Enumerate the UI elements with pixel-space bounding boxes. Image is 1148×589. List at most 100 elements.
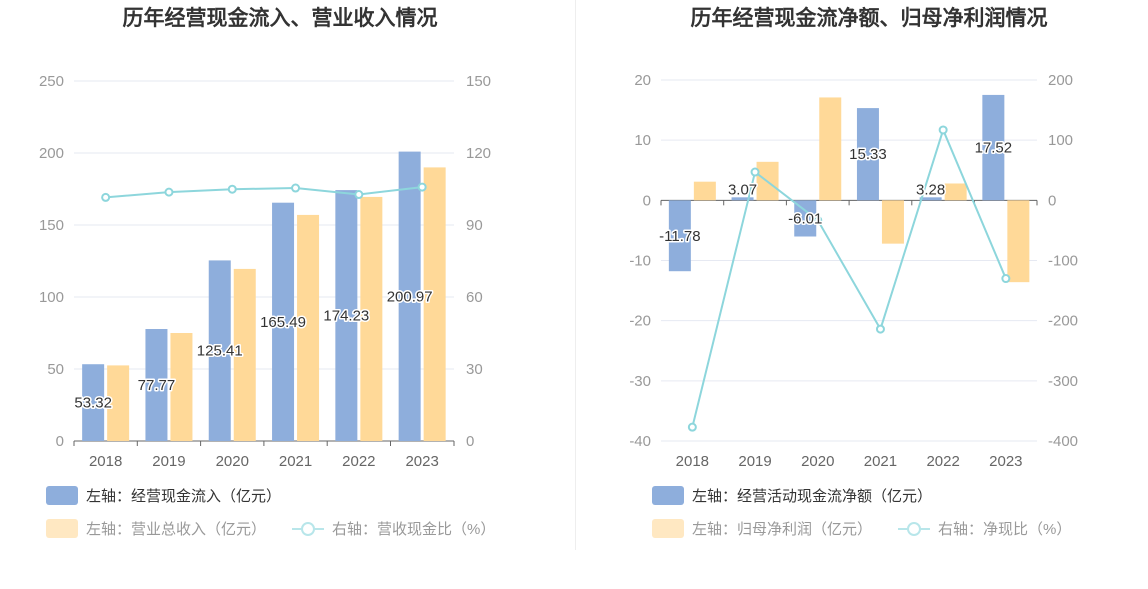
bar-series-2 <box>107 167 446 441</box>
y-left-tick-label: 100 <box>39 289 64 306</box>
y-left-tick-label: 10 <box>634 132 651 149</box>
line-point <box>813 215 823 225</box>
chart-title: 历年经营现金流入、营业收入情况 <box>123 6 438 30</box>
y-right-tick-label: 120 <box>466 145 491 162</box>
data-label: 3.28 <box>916 181 945 198</box>
y-right-tick-label: 30 <box>466 361 483 378</box>
bar <box>731 197 754 201</box>
y-right-tick-label: -300 <box>1048 373 1078 390</box>
legend-label[interactable]: 右轴：净现比（%） <box>938 521 1071 538</box>
x-tick-label: 2020 <box>216 453 249 470</box>
y-right-tick-label: -100 <box>1048 253 1078 270</box>
bar-series-1 <box>82 151 421 441</box>
chart-cash-inflow-revenue: 历年经营现金流入、营业收入情况 0 50 100 150 200 250 0 30 60 90 120… <box>39 6 495 538</box>
chart-svg: 历年经营现金流入、营业收入情况 0 50 100 150 200 250 0 30 60 90 120… <box>39 6 495 538</box>
y-left-tick-label: 200 <box>39 145 64 162</box>
bar <box>919 197 942 201</box>
bar <box>881 200 904 244</box>
bar <box>794 200 817 237</box>
x-tick-label: 2018 <box>676 453 709 470</box>
legend-line-marker[interactable] <box>907 522 921 536</box>
line-point <box>227 184 237 194</box>
y-left-tick-label: 50 <box>47 361 64 378</box>
bar <box>233 268 256 441</box>
data-label: 77.77 <box>138 377 176 394</box>
chart-svg: 历年经营现金流净额、归母净利润情况-40-30-20-1001020-400-3… <box>629 6 1078 538</box>
data-label: 3.07 <box>728 181 757 198</box>
bar <box>819 97 842 201</box>
line-point <box>687 422 697 432</box>
chart-title: 历年经营现金流净额、归母净利润情况 <box>691 6 1048 30</box>
y-left-tick-label: -30 <box>629 373 651 390</box>
y-left-tick-label: 0 <box>56 433 64 450</box>
bar <box>360 196 383 441</box>
bar <box>335 190 358 441</box>
bar <box>145 329 168 441</box>
bar <box>297 214 320 441</box>
bar <box>982 94 1005 201</box>
x-tick-label: 2019 <box>152 453 185 470</box>
y-left-tick-label: -10 <box>629 253 651 270</box>
bar <box>693 181 716 201</box>
bar <box>398 151 421 441</box>
bar <box>170 333 193 441</box>
data-label: 17.52 <box>975 140 1013 157</box>
legend-label[interactable]: 右轴：营收现金比（%） <box>332 521 495 538</box>
x-tick-label: 2022 <box>926 453 959 470</box>
data-label: 125.41 <box>197 343 243 360</box>
legend-swatch[interactable] <box>652 486 684 505</box>
chart-divider <box>575 0 576 550</box>
data-label: 200.97 <box>387 288 433 305</box>
line-point <box>1001 274 1011 284</box>
legend-label[interactable]: 左轴：归母净利润（亿元） <box>692 521 872 538</box>
grid <box>661 79 1037 442</box>
x-tick-label: 2023 <box>405 453 438 470</box>
bar <box>1007 200 1030 283</box>
y-right-tick-label: 0 <box>466 433 474 450</box>
line-point <box>101 192 111 202</box>
legend-label[interactable]: 左轴：经营活动现金流净额（亿元） <box>692 488 932 505</box>
bar <box>668 200 691 272</box>
legend-swatch[interactable] <box>46 519 78 538</box>
line-point <box>354 190 364 200</box>
bar <box>107 365 130 441</box>
legend: 左轴：经营活动现金流净额（亿元） 左轴：归母净利润（亿元） 右轴：净现比（%） <box>652 486 1071 538</box>
line-series <box>105 186 423 199</box>
y-left-tick-label: -40 <box>629 433 651 450</box>
line-point <box>291 183 301 193</box>
x-tick-label: 2023 <box>989 453 1022 470</box>
data-label: 53.32 <box>74 395 112 412</box>
line-series <box>691 127 1007 428</box>
y-right-tick-label: 90 <box>466 217 483 234</box>
bar-series-1 <box>668 94 1005 272</box>
y-right-tick-label: 150 <box>466 73 491 90</box>
legend-line-marker[interactable] <box>301 522 315 536</box>
bar <box>208 260 231 441</box>
y-right-tick-label: 0 <box>1048 192 1056 209</box>
y-right-tick-label: -200 <box>1048 313 1078 330</box>
x-tick-label: 2022 <box>342 453 375 470</box>
chart-net-cashflow-profit: 历年经营现金流净额、归母净利润情况 -40 -30 -20 -10 0 10 20 -400 -3… <box>576 0 1148 589</box>
x-tick-label: 2018 <box>89 453 122 470</box>
data-label: 15.33 <box>849 146 887 163</box>
legend: 左轴：经营现金流入（亿元） 左轴：营业总收入（亿元） 右轴：营收现金比（%） <box>46 486 495 538</box>
data-label: -11.78 <box>659 228 700 245</box>
data-label: 165.49 <box>260 314 306 331</box>
legend-label[interactable]: 左轴：营业总收入（亿元） <box>86 521 266 538</box>
bar <box>856 108 879 201</box>
y-left-tick-label: 0 <box>643 192 651 209</box>
line-point <box>750 167 760 177</box>
data-label: 174.23 <box>323 308 369 325</box>
x-tick-label: 2020 <box>801 453 834 470</box>
line-point <box>417 182 427 192</box>
bar <box>82 364 105 441</box>
line-point <box>875 324 885 334</box>
legend-swatch[interactable] <box>652 519 684 538</box>
x-tick-label: 2019 <box>738 453 771 470</box>
legend-label[interactable]: 左轴：经营现金流入（亿元） <box>86 488 281 505</box>
y-right-tick-label: -400 <box>1048 433 1078 450</box>
y-left-tick-label: 150 <box>39 217 64 234</box>
legend-swatch[interactable] <box>46 486 78 505</box>
bar <box>423 167 446 441</box>
